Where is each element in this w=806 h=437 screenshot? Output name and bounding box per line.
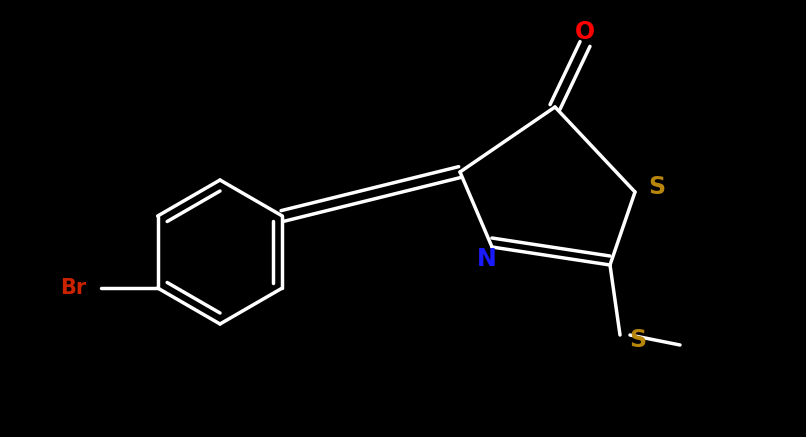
Text: Br: Br	[60, 278, 87, 298]
Text: N: N	[477, 247, 496, 271]
Text: O: O	[575, 20, 595, 44]
Text: S: S	[649, 175, 666, 199]
Text: S: S	[629, 328, 646, 352]
